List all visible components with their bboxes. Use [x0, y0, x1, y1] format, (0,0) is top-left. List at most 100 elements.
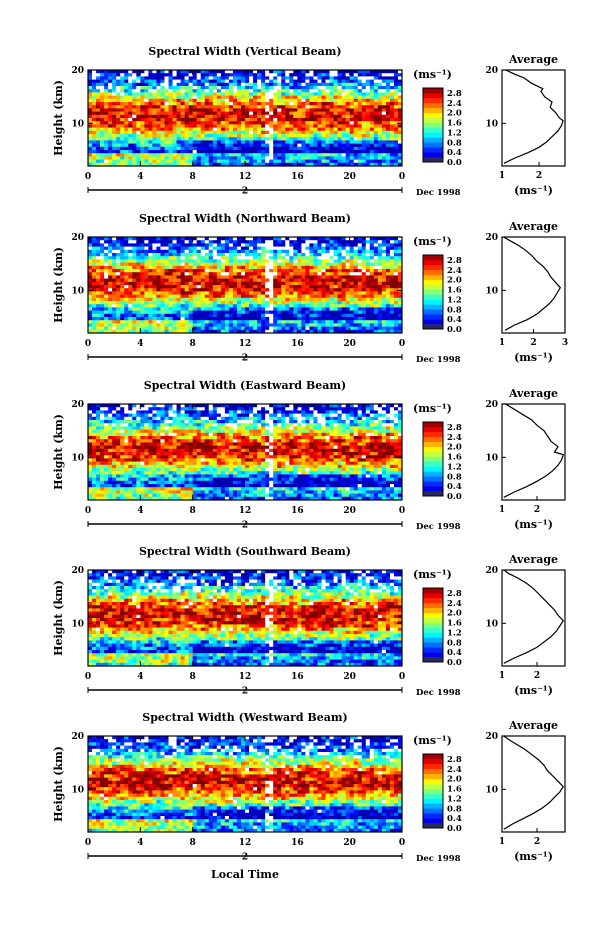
heatmap-cell — [140, 294, 145, 299]
heatmap-cell — [337, 323, 342, 327]
heatmap-cell — [309, 98, 314, 103]
heatmap-cell — [329, 281, 334, 286]
heatmap-cell — [132, 404, 137, 408]
heatmap-cell — [228, 79, 234, 84]
heatmap-cell — [285, 272, 290, 276]
heatmap-cell — [397, 105, 403, 109]
heatmap-cell — [104, 150, 109, 154]
heatmap-cell — [337, 272, 342, 276]
heatmap-cell — [156, 310, 161, 315]
heatmap-cell — [132, 256, 137, 260]
heatmap-cell — [172, 121, 177, 125]
heatmap-cell — [309, 249, 314, 254]
heatmap-cell — [100, 137, 105, 141]
heatmap-cell — [196, 265, 202, 270]
y-axis-label: Height (km) — [52, 247, 65, 323]
heatmap-cell — [357, 140, 363, 144]
heatmap-cell — [112, 127, 117, 132]
heatmap-cell — [120, 407, 125, 411]
heatmap-cell — [317, 108, 322, 112]
heatmap-cell — [236, 404, 242, 408]
heatmap-cell — [144, 114, 149, 119]
heatmap-cell — [369, 118, 375, 122]
heatmap-cell — [184, 404, 189, 408]
heatmap-cell — [136, 121, 141, 125]
heatmap-cell — [236, 143, 242, 148]
heatmap-cell — [369, 256, 375, 260]
heatmap-cell — [196, 313, 202, 318]
heatmap-cell — [144, 317, 149, 321]
heatmap-cell — [265, 249, 270, 254]
heatmap-cell — [112, 288, 117, 292]
heatmap-cell — [377, 313, 383, 318]
heatmap-cell — [216, 76, 222, 80]
heatmap-cell — [92, 288, 97, 292]
heatmap-cell — [249, 288, 254, 292]
heatmap-cell — [104, 307, 109, 311]
heatmap-cell — [369, 407, 375, 411]
heatmap-cell — [240, 262, 246, 267]
heatmap-cell — [176, 297, 181, 302]
heatmap-cell — [253, 150, 258, 154]
heatmap-cell — [289, 98, 294, 103]
heatmap-cell — [164, 240, 169, 244]
heatmap-cell — [152, 243, 157, 247]
heatmap-cell — [325, 256, 330, 260]
heatmap-cell — [208, 105, 214, 109]
heatmap-cell — [377, 118, 383, 122]
heatmap-cell — [212, 281, 218, 286]
heatmap-cell — [148, 243, 153, 247]
heatmap-cell — [361, 243, 367, 247]
heatmap-cell — [397, 246, 403, 251]
x-tick-label: 20 — [343, 172, 356, 182]
heatmap-cell — [245, 82, 250, 87]
heatmap-cell — [273, 146, 278, 151]
heatmap-cell — [232, 130, 238, 135]
heatmap-cell — [321, 307, 326, 311]
heatmap-cell — [148, 259, 153, 263]
heatmap-cell — [281, 404, 286, 408]
heatmap-cell — [156, 82, 161, 87]
heatmap-cell — [228, 265, 234, 270]
heatmap-cell — [321, 297, 326, 302]
heatmap-cell — [249, 265, 254, 270]
heatmap-cell — [160, 265, 165, 270]
heatmap-cell — [289, 89, 294, 93]
heatmap-cell — [136, 317, 141, 321]
heatmap-cell — [220, 95, 226, 100]
heatmap-cell — [128, 156, 133, 160]
heatmap-cell — [200, 249, 206, 254]
heatmap-cell — [180, 114, 185, 119]
heatmap-cell — [285, 237, 290, 241]
heatmap-cell — [361, 98, 367, 103]
heatmap-cell — [245, 79, 250, 84]
heatmap-cell — [164, 153, 169, 157]
heatmap-cell — [124, 89, 129, 93]
heatmap-cell — [325, 262, 330, 267]
heatmap-cell — [204, 237, 210, 241]
heatmap-cell — [168, 310, 173, 315]
heatmap-cell — [285, 243, 290, 247]
heatmap-cell — [100, 262, 105, 267]
heatmap-cell — [297, 105, 302, 109]
heatmap-cell — [277, 246, 282, 251]
heatmap-cell — [361, 301, 367, 305]
heatmap-cell — [277, 127, 282, 132]
heatmap-cell — [389, 86, 395, 90]
heatmap-cell — [224, 114, 230, 119]
heatmap-cell — [257, 253, 262, 257]
heatmap-cell — [345, 265, 350, 270]
heatmap-cell — [341, 143, 346, 148]
heatmap-cell — [285, 114, 290, 119]
heatmap-cell — [333, 114, 338, 119]
heatmap-cell — [204, 329, 210, 334]
heatmap-cell — [289, 326, 294, 331]
heatmap-cell — [317, 275, 322, 279]
heatmap-cell — [208, 281, 214, 286]
heatmap-cell — [293, 297, 298, 302]
heatmap-cell — [224, 124, 230, 128]
heatmap-cell — [301, 76, 306, 80]
heatmap-cell — [277, 323, 282, 327]
heatmap-cell — [232, 105, 238, 109]
heatmap-cell — [104, 130, 109, 135]
